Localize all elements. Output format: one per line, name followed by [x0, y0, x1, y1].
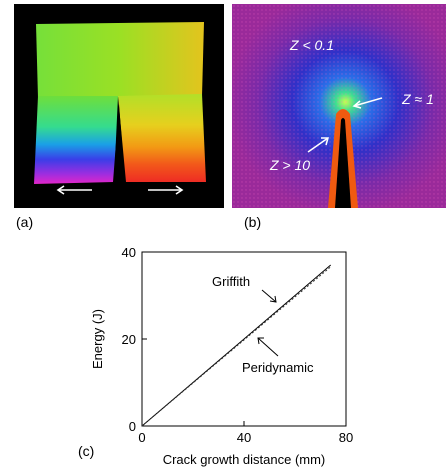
annotation-z-one: Z ≈ 1	[401, 91, 434, 107]
y-tick-label: 40	[122, 245, 136, 260]
annotation-griffith: Griffith	[212, 274, 250, 289]
x-tick-label: 40	[237, 430, 251, 445]
peridynamic-pointer-icon	[257, 337, 279, 357]
x-axis-label: Crack growth distance (mm)	[163, 452, 326, 467]
panel-a-plate-image	[14, 4, 224, 208]
griffith-pointer-icon	[261, 289, 277, 303]
y-tick-label: 20	[122, 332, 136, 347]
y-tick-label: 0	[129, 419, 136, 434]
x-tick-label: 80	[339, 430, 353, 445]
energy-chart: 0 40 80 0 20 40 Energy (J) Crack growth dista…	[78, 245, 353, 467]
series-line-peridynamic	[141, 266, 332, 427]
annotation-peridynamic: Peridynamic	[242, 360, 314, 375]
arrow-to-edge-icon	[307, 137, 329, 153]
panel-c-label: (c)	[78, 443, 94, 459]
left-arrow-icon	[56, 185, 92, 195]
panel-a-label: (a)	[16, 214, 34, 230]
arrow-to-tip-icon	[352, 97, 383, 109]
x-tick-label: 0	[138, 430, 145, 445]
annotation-z-low: Z < 0.1	[289, 37, 334, 53]
right-arrow-icon	[148, 185, 184, 195]
y-axis-label: Energy (J)	[90, 309, 105, 369]
panel-b-field-image: Z < 0.1 Z ≈ 1 Z > 10	[232, 4, 446, 208]
annotation-z-high: Z > 10	[269, 157, 310, 173]
panel-b-label: (b)	[244, 214, 262, 230]
